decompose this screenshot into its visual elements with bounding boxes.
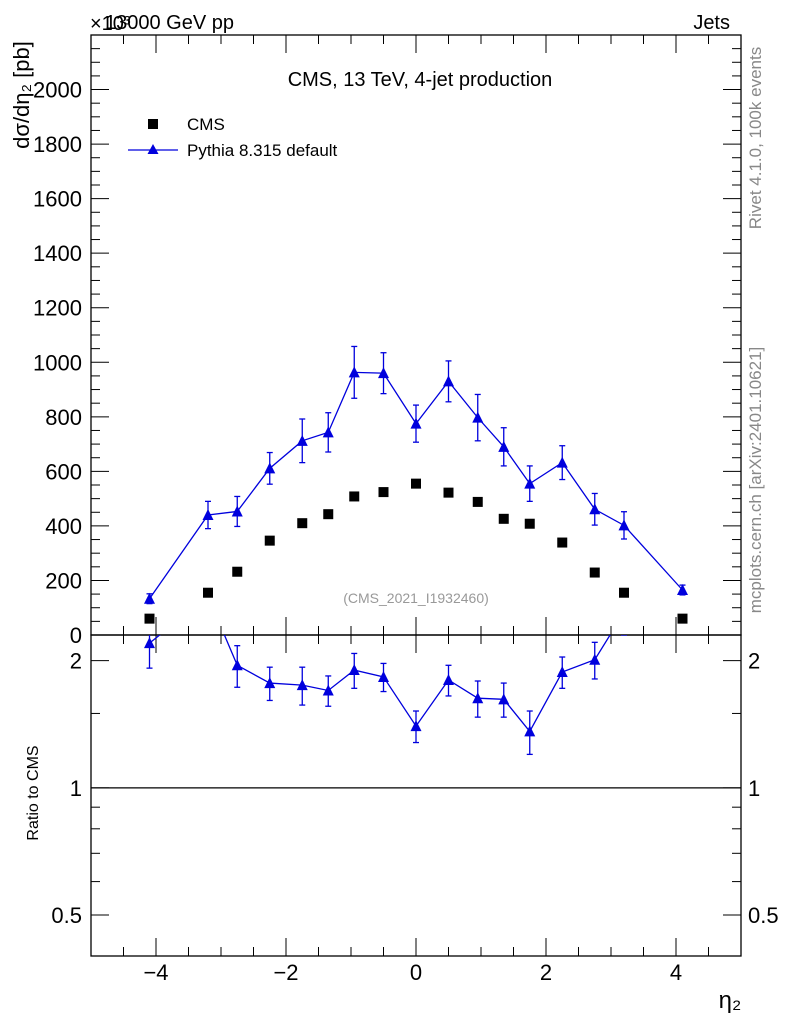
pythia-ratio-point xyxy=(589,653,601,665)
pythia-ratio-point xyxy=(472,692,484,704)
ratio-y-tick-labels: 0.5 0.5 1 1 2 2 xyxy=(51,649,778,928)
pythia-main-point xyxy=(348,366,360,378)
cms-point xyxy=(232,566,243,577)
x-tick-label: −2 xyxy=(273,960,298,985)
pythia-main-point xyxy=(410,417,422,429)
y-tick-label: 1800 xyxy=(33,132,82,157)
cms-point xyxy=(297,518,308,529)
pythia-ratio-point xyxy=(378,670,389,682)
cms-point xyxy=(378,487,389,498)
pythia-ratio-point xyxy=(296,679,308,691)
ratio-y-tick-label: 2 xyxy=(70,649,82,674)
cms-point xyxy=(411,478,421,489)
cms-point xyxy=(589,567,600,578)
pythia-ratio-point xyxy=(443,673,454,685)
ratio-y-tick-label-right: 0.5 xyxy=(748,903,779,928)
main-y-tick-labels: 0 200 400 600 800 1000 1200 1400 1600 1800 2000 xyxy=(33,78,82,648)
y-tick-label: 1200 xyxy=(33,296,82,321)
pythia-main-point xyxy=(378,367,389,379)
ratio-y-axis-label: Ratio to CMS xyxy=(25,745,42,840)
x-tick-labels: −4 −2 0 2 4 xyxy=(143,960,682,985)
pythia-main-point xyxy=(589,503,601,515)
x-tick-label: 4 xyxy=(670,960,682,985)
pythia-ratio-point xyxy=(677,596,688,607)
analysis-watermark: (CMS_2021_I1932460) xyxy=(343,590,489,606)
y-tick-label: 800 xyxy=(45,405,82,430)
pythia-main-point xyxy=(202,509,214,520)
x-axis-label: η₂ xyxy=(719,987,742,1014)
chart-title: CMS, 13 TeV, 4-jet production xyxy=(288,69,553,91)
y-scale-exponent: ×10³ xyxy=(90,13,131,35)
y-tick-label: 1000 xyxy=(33,350,82,375)
y-tick-label: 400 xyxy=(45,514,82,539)
pythia-ratio-clipped xyxy=(144,596,688,756)
pythia-main-point xyxy=(231,505,243,517)
pythia-main-point xyxy=(556,456,568,468)
y-tick-label: 0 xyxy=(70,623,82,648)
x-tick-label: −4 xyxy=(143,960,168,985)
cms-point xyxy=(619,587,629,598)
cms-point xyxy=(264,535,275,546)
ratio-y-tick-label-right: 2 xyxy=(748,649,760,674)
cms-point xyxy=(349,491,360,502)
pythia-main-point xyxy=(498,440,510,452)
pythia-ratio-point xyxy=(348,664,360,676)
main-axis-ticks xyxy=(90,34,742,636)
pythia-ratio-point xyxy=(322,684,334,696)
cms-point xyxy=(677,613,688,624)
cms-point xyxy=(557,537,568,548)
pythia-ratio-point xyxy=(231,659,243,671)
pythia-ratio-point xyxy=(144,637,155,649)
cms-point xyxy=(472,496,483,507)
pythia-ratio-point xyxy=(556,666,568,678)
pythia-main-point xyxy=(264,462,276,474)
pythia-main-point xyxy=(677,584,688,595)
pythia-main-point xyxy=(322,426,334,438)
header-right: Jets xyxy=(693,12,730,34)
main-y-axis-label: dσ/dη₂ [pb] xyxy=(9,41,34,149)
cms-point xyxy=(524,518,535,529)
pythia-series-ratio xyxy=(144,596,688,756)
cms-point xyxy=(498,513,509,524)
cms-series xyxy=(144,478,688,624)
pythia-ratio-point xyxy=(264,677,276,689)
y-tick-label: 200 xyxy=(45,568,82,593)
cms-point xyxy=(144,613,155,624)
pythia-ratio-point xyxy=(524,725,536,737)
pythia-main-clipped xyxy=(144,345,688,605)
header-left: 13000 GeV pp xyxy=(105,12,234,34)
ratio-y-tick-label: 0.5 xyxy=(51,903,82,928)
pythia-main-point xyxy=(296,434,308,446)
y-tick-label: 1600 xyxy=(33,187,82,212)
pythia-main-point xyxy=(618,519,630,531)
legend-pythia-marker xyxy=(147,144,159,154)
pythia-series-main xyxy=(144,345,688,605)
pythia-ratio-point xyxy=(498,693,510,705)
cms-point xyxy=(323,509,334,520)
pythia-main-point xyxy=(472,411,484,423)
x-tick-label: 0 xyxy=(410,960,422,985)
cms-point xyxy=(443,487,454,498)
ratio-axis-ticks xyxy=(90,635,742,956)
rivet-version-label: Rivet 4.1.0, 100k events xyxy=(746,47,765,229)
x-tick-label: 2 xyxy=(540,960,552,985)
pythia-main-point xyxy=(443,375,454,387)
y-tick-label: 2000 xyxy=(33,78,82,103)
ratio-y-tick-label: 1 xyxy=(70,776,82,801)
pythia-main-point xyxy=(524,477,536,489)
pythia-ratio-point xyxy=(410,720,422,732)
legend-pythia-label: Pythia 8.315 default xyxy=(187,141,338,160)
pythia-main-point xyxy=(144,592,155,604)
y-tick-label: 1400 xyxy=(33,241,82,266)
y-tick-label: 600 xyxy=(45,459,82,484)
ratio-panel-frame xyxy=(90,634,742,957)
pythia-ratio-point xyxy=(619,607,630,618)
ratio-y-tick-label-right: 1 xyxy=(748,776,760,801)
source-reference-label: mcplots.cern.ch [arXiv:2401.10621] xyxy=(746,347,765,613)
legend-cms-marker xyxy=(148,119,158,129)
legend-cms-label: CMS xyxy=(187,115,225,134)
cms-point xyxy=(203,587,213,598)
